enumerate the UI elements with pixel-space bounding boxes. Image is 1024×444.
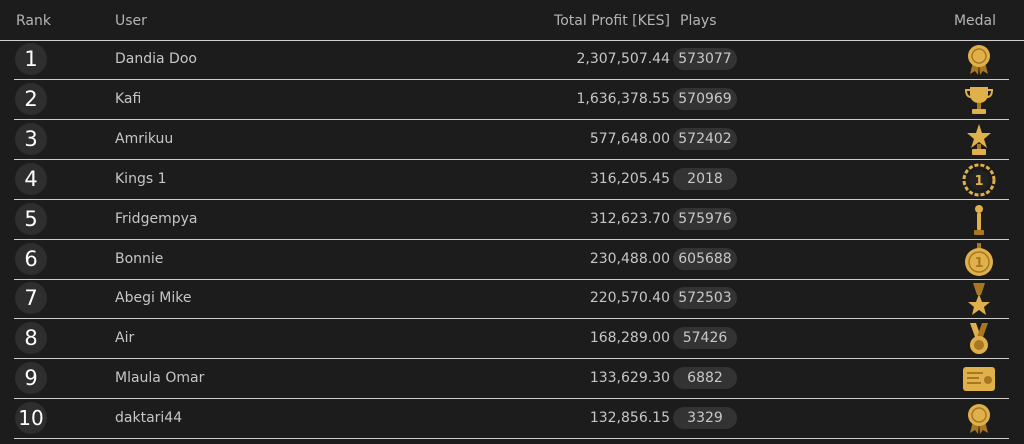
plays-count: 575976 [673, 208, 737, 230]
user-name[interactable]: Mlaula Omar [115, 370, 205, 386]
svg-text:1: 1 [974, 174, 983, 189]
star-ribbon-medal-icon [961, 281, 997, 317]
user-name[interactable]: daktari44 [115, 410, 183, 426]
ribbon-medal-icon [961, 321, 997, 357]
table-header: Rank User Total Profit [KES] Plays Medal [0, 0, 1024, 41]
rank-badge: 5 [15, 203, 47, 235]
total-profit: 312,623.70 [589, 211, 670, 227]
total-profit: 577,648.00 [589, 131, 670, 147]
plays-count: 6882 [673, 367, 737, 389]
rank-badge: 7 [15, 282, 47, 314]
total-profit: 230,488.00 [589, 251, 670, 267]
rank-badge: 10 [15, 402, 47, 434]
header-user: User [115, 13, 147, 29]
header-medal: Medal [953, 13, 996, 29]
user-name[interactable]: Bonnie [115, 251, 164, 267]
rank-badge: 3 [15, 123, 47, 155]
total-profit: 220,570.40 [589, 290, 670, 306]
rank-badge: 4 [15, 163, 47, 195]
plays-count: 3329 [673, 407, 737, 429]
torch-award-icon [961, 202, 997, 238]
user-name[interactable]: Kings 1 [115, 171, 167, 187]
table-row: 5 Fridgempya 312,623.70 575976 [14, 200, 1009, 240]
star-trophy-icon [961, 122, 997, 158]
plays-count: 2018 [673, 168, 737, 190]
table-row: 8 Air 168,289.00 57426 [14, 319, 1009, 359]
total-profit: 2,307,507.44 [576, 51, 670, 67]
svg-text:1: 1 [974, 256, 983, 271]
total-profit: 316,205.45 [589, 171, 670, 187]
rosette-award-icon [961, 42, 997, 78]
user-name[interactable]: Abegi Mike [115, 290, 192, 306]
plays-count: 572402 [673, 128, 737, 150]
rank-badge: 6 [15, 243, 47, 275]
header-plays: Plays [680, 13, 717, 29]
user-name[interactable]: Kafi [115, 91, 142, 107]
table-row: 3 Amrikuu 577,648.00 572402 [14, 120, 1009, 160]
table-row: 4 Kings 1 316,205.45 2018 1 [14, 160, 1009, 200]
header-total-profit: Total Profit [KES] [554, 13, 670, 29]
rosette-award-icon [961, 401, 997, 437]
rank-badge: 9 [15, 362, 47, 394]
plays-count: 605688 [673, 248, 737, 270]
plays-count: 57426 [673, 327, 737, 349]
laurel-wreath-icon: 1 [961, 162, 997, 198]
total-profit: 132,856.15 [589, 410, 670, 426]
certificate-icon [961, 361, 997, 397]
user-name[interactable]: Fridgempya [115, 211, 198, 227]
rank-badge: 2 [15, 83, 47, 115]
plays-count: 573077 [673, 48, 737, 70]
user-name[interactable]: Air [115, 330, 135, 346]
total-profit: 168,289.00 [589, 330, 670, 346]
user-name[interactable]: Amrikuu [115, 131, 174, 147]
rank-badge: 1 [15, 43, 47, 75]
table-row: 9 Mlaula Omar 133,629.30 6882 [14, 359, 1009, 399]
header-rank: Rank [16, 13, 51, 29]
table-row: 1 Dandia Doo 2,307,507.44 573077 [14, 40, 1009, 80]
rank-badge: 8 [15, 322, 47, 354]
user-name[interactable]: Dandia Doo [115, 51, 197, 67]
table-row: 10 daktari44 132,856.15 3329 [14, 399, 1009, 439]
table-row: 7 Abegi Mike 220,570.40 572503 [14, 279, 1009, 319]
table-row: 6 Bonnie 230,488.00 605688 1 [14, 240, 1009, 280]
total-profit: 1,636,378.55 [576, 91, 670, 107]
gold-coin-medal-icon: 1 [961, 242, 997, 278]
total-profit: 133,629.30 [589, 370, 670, 386]
plays-count: 572503 [673, 287, 737, 309]
table-row: 2 Kafi 1,636,378.55 570969 [14, 80, 1009, 120]
trophy-cup-icon [961, 82, 997, 118]
plays-count: 570969 [673, 88, 737, 110]
